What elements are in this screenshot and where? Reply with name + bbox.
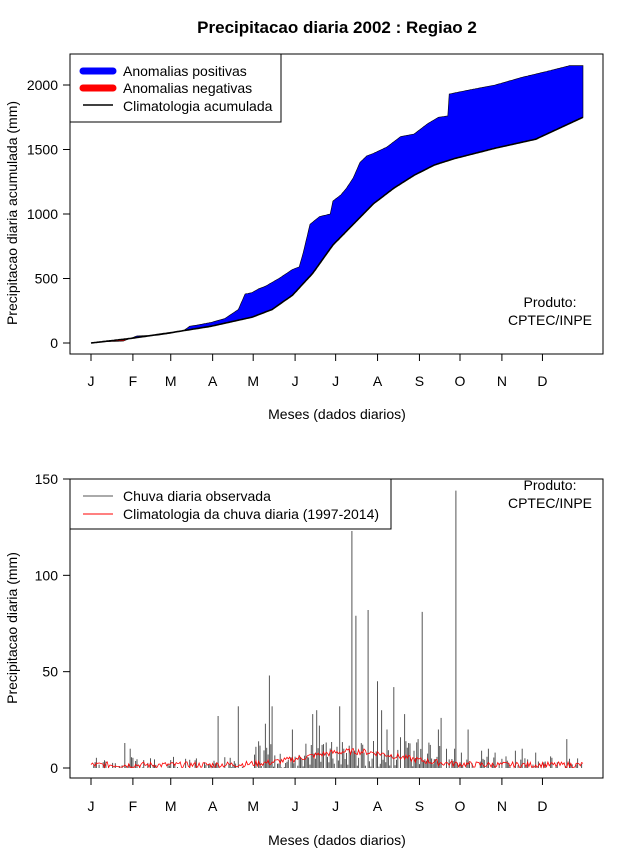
y-tick-label: 500 xyxy=(35,271,59,287)
daily-y-label: Precipitacao diaria (mm) xyxy=(4,552,20,704)
daily-plot-area xyxy=(90,490,584,769)
x-tick-label: A xyxy=(208,373,218,389)
x-tick-label: J xyxy=(332,798,339,814)
accumulated-panel: 0 500 1000 1500 2000 J F M A M J J A S O N D Meses (dad… xyxy=(4,53,604,422)
accumulated-plot-area xyxy=(90,65,584,344)
daily-annotation-line2: CPTEC/INPE xyxy=(508,495,592,511)
x-tick-label: F xyxy=(129,373,138,389)
daily-legend-box xyxy=(69,478,392,530)
x-tick-label: O xyxy=(455,798,466,814)
legend-clim-daily-label: Climatologia da chuva diaria (1997-2014) xyxy=(123,506,379,522)
x-tick-label: A xyxy=(373,373,383,389)
daily-x-label: Meses (dados diarios) xyxy=(268,832,406,848)
accumulated-y-axis: 0 500 1000 1500 2000 xyxy=(27,77,71,351)
x-tick-label: J xyxy=(332,373,339,389)
y-tick-label: 1000 xyxy=(27,206,58,222)
x-tick-label: S xyxy=(415,373,424,389)
x-tick-label: F xyxy=(129,798,138,814)
y-tick-label: 0 xyxy=(50,335,58,351)
x-tick-label: M xyxy=(165,798,177,814)
chart-title: Precipitacao diaria 2002 : Regiao 2 xyxy=(197,18,477,37)
x-tick-label: M xyxy=(165,373,177,389)
x-tick-label: N xyxy=(497,798,507,814)
legend-negative-label: Anomalias negativas xyxy=(123,80,252,96)
x-tick-label: D xyxy=(537,798,547,814)
x-tick-label: M xyxy=(247,798,259,814)
y-tick-label: 0 xyxy=(50,760,58,776)
x-tick-label: J xyxy=(88,798,95,814)
daily-climatology-line xyxy=(90,747,584,769)
x-tick-label: J xyxy=(292,373,299,389)
accumulated-legend: Anomalias positivas Anomalias negativas … xyxy=(69,53,282,123)
daily-annotation-line1: Produto: xyxy=(524,477,577,493)
accumulated-annotation-line2: CPTEC/INPE xyxy=(508,312,592,328)
x-tick-label: N xyxy=(497,373,507,389)
x-tick-label: D xyxy=(537,373,547,389)
y-tick-label: 50 xyxy=(42,664,58,680)
legend-observed-label: Chuva diaria observada xyxy=(123,488,271,504)
accumulated-x-label: Meses (dados diarios) xyxy=(268,406,406,422)
legend-climatology-label: Climatologia acumulada xyxy=(123,98,273,114)
y-tick-label: 100 xyxy=(35,567,59,583)
legend-positive-label: Anomalias positivas xyxy=(123,63,247,79)
daily-y-axis: 0 50 100 150 xyxy=(35,471,71,776)
x-tick-label: J xyxy=(88,373,95,389)
x-tick-label: S xyxy=(415,798,424,814)
x-tick-label: A xyxy=(373,798,383,814)
x-tick-label: M xyxy=(247,373,259,389)
daily-panel: 0 50 100 150 J F M A M J J A S O N D Meses (dados diar… xyxy=(4,471,604,848)
y-tick-label: 2000 xyxy=(27,77,58,93)
y-tick-label: 1500 xyxy=(27,142,58,158)
x-tick-label: O xyxy=(455,373,466,389)
daily-legend: Chuva diaria observada Climatologia da c… xyxy=(69,478,392,530)
climatology-line xyxy=(90,116,584,344)
accumulated-annotation-line1: Produto: xyxy=(524,294,577,310)
x-tick-label: J xyxy=(292,798,299,814)
x-tick-label: A xyxy=(208,798,218,814)
y-tick-label: 150 xyxy=(35,471,59,487)
accumulated-y-label: Precipitacao diaria acumulada (mm) xyxy=(4,101,20,325)
